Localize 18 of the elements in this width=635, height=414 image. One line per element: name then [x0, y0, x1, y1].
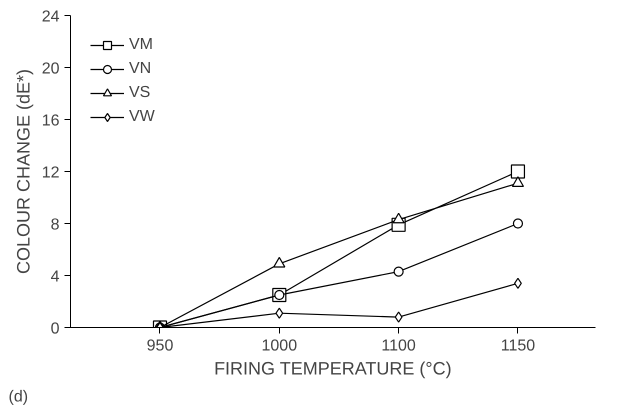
x-tick-label: 1150: [500, 338, 536, 354]
x-tick-label: 1100: [381, 338, 416, 354]
y-tick-label: 8: [50, 216, 60, 234]
x-tick-label: 950: [146, 338, 174, 354]
text: (d): [8, 388, 28, 406]
y-tick-label: 16: [42, 112, 60, 130]
y-tick-label: 0: [50, 320, 60, 338]
legend-label: VN: [129, 60, 152, 78]
y-axis-title: COLOUR CHANGE (dE*): [14, 68, 34, 274]
x-tick-label: 1000: [262, 338, 298, 354]
y-tick-label: 20: [42, 60, 60, 78]
y-tick-label: 24: [42, 8, 60, 26]
x-axis-title: FIRING TEMPERATURE (°C): [214, 358, 452, 378]
y-tick-label: 4: [50, 268, 60, 286]
y-tick-label: 12: [42, 164, 60, 182]
legend-label: VS: [129, 84, 150, 102]
legend-label: VM: [129, 36, 153, 54]
legend-label: VW: [129, 108, 155, 126]
